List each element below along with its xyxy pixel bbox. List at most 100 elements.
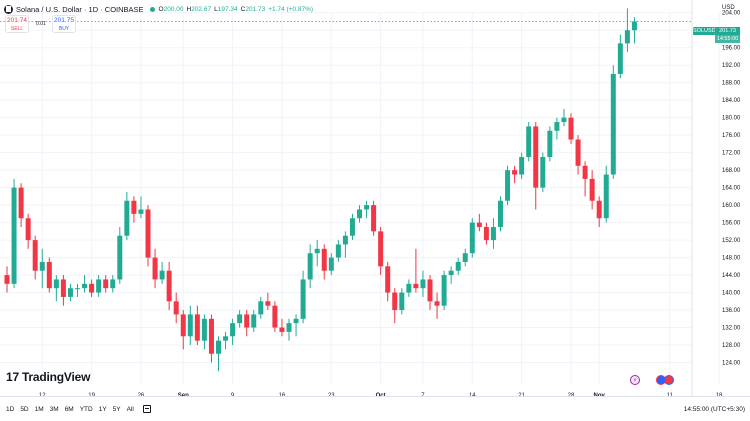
high-value: 202.67 (191, 5, 212, 13)
candle-body (272, 305, 278, 328)
candle-body (18, 187, 24, 219)
last-price-badge: SOLUSD 201.73 14:55:00 (693, 27, 747, 43)
candle-body (554, 122, 560, 131)
range-3m[interactable]: 3M (49, 406, 59, 413)
candle-body (25, 218, 31, 241)
candle-body (166, 270, 172, 302)
range-1d[interactable]: 1D (6, 406, 15, 413)
candle-body (434, 301, 440, 306)
buy-button[interactable]: 201.75 BUY (52, 15, 76, 33)
tradingview-watermark[interactable]: 17 TradingView (6, 370, 90, 384)
high-label: H (186, 5, 192, 13)
candle-body (124, 200, 130, 236)
candle-body (110, 279, 116, 289)
candle-body (216, 340, 221, 354)
candle-body (441, 275, 447, 306)
candle-body (448, 270, 454, 276)
y-tick-label: 148.00 (722, 256, 741, 262)
y-tick-label: 140.00 (722, 291, 741, 297)
symbol-legend[interactable]: Solana / U.S. Dollar · 1D · COINBASE O20… (4, 3, 313, 15)
lightning-event-icon[interactable]: ⚡ (630, 375, 640, 385)
range-all[interactable]: All (126, 406, 134, 413)
currency-label[interactable]: USD (722, 5, 735, 11)
candle-body (617, 43, 623, 74)
last-price: 201.73 (715, 27, 740, 35)
candle-body (286, 323, 292, 332)
x-tick-label: 7 (421, 393, 425, 396)
candle-body (582, 165, 588, 179)
candle-body (533, 126, 539, 188)
calendar-icon[interactable] (143, 405, 151, 413)
candle-body (103, 279, 109, 289)
candle-body (89, 283, 95, 293)
y-tick-label: 180.00 (722, 116, 741, 122)
candle-body (46, 261, 52, 289)
candle-body (420, 279, 426, 289)
timezone-clock[interactable]: 14:55:00 (UTC+5:30) (683, 406, 745, 413)
x-tick-label: Nov (594, 393, 606, 396)
sell-label: SELL (10, 26, 24, 32)
price-chart[interactable]: 124.00 128.00 132.00 136.00 140.00 144.00 148.… (0, 0, 750, 396)
candle-body (505, 170, 511, 201)
candle-body (462, 253, 468, 262)
candle-body (610, 73, 616, 175)
sell-price: 201.74 (7, 17, 27, 24)
candle-body (357, 209, 362, 219)
y-tick-label: 168.00 (722, 168, 741, 174)
y-tick-label: 128.00 (722, 343, 741, 349)
low-label: L (214, 5, 218, 13)
candle-body (39, 261, 45, 271)
range-1m[interactable]: 1M (34, 406, 44, 413)
candle-body (561, 117, 567, 123)
candle-body (335, 244, 341, 258)
candle-body (342, 235, 348, 245)
candle-body (4, 275, 10, 284)
y-tick-label: 160.00 (722, 203, 741, 209)
x-tick-label: 18 (716, 393, 723, 396)
x-tick-label: 14 (469, 393, 476, 396)
candle-body (67, 288, 73, 297)
open-value: 200.00 (163, 5, 184, 13)
candle-body (413, 283, 419, 289)
us-flag-event-icon-2[interactable] (664, 375, 674, 385)
candle-body (230, 323, 236, 337)
symbol-badge: SOLUSD (693, 27, 716, 35)
candle-body (96, 279, 102, 293)
candle-body (244, 314, 250, 328)
candle-body (392, 292, 398, 311)
change-value: +1.74 (+0.87%) (268, 5, 314, 13)
candle-body (427, 279, 433, 302)
range-5y[interactable]: 5Y (112, 406, 121, 413)
symbol-title[interactable]: Solana / U.S. Dollar · 1D · COINBASE (16, 4, 144, 14)
y-tick-label: 204.00 (722, 11, 741, 17)
candle-body (490, 226, 496, 241)
y-tick-label: 136.00 (722, 308, 741, 314)
candle-body (11, 187, 17, 284)
candle-body (194, 314, 200, 341)
range-6m[interactable]: 6M (64, 406, 74, 413)
market-status-icon[interactable] (149, 6, 155, 12)
low-value: 197.34 (217, 5, 238, 13)
x-tick-label: 11 (667, 393, 674, 396)
y-tick-label: 172.00 (722, 151, 741, 157)
range-ytd[interactable]: YTD (79, 406, 93, 413)
candle-body (349, 218, 355, 236)
candle-body (117, 235, 123, 280)
candle-body (53, 279, 59, 289)
candle-body (483, 226, 489, 241)
x-tick-label: 28 (568, 393, 575, 396)
ohlc-values: O200.00 H202.67 L197.34 C201.73 +1.74 (+… (159, 6, 313, 13)
y-tick-label: 152.00 (722, 238, 741, 244)
candle-body (32, 240, 38, 271)
buy-price: 201.75 (54, 17, 74, 24)
sell-button[interactable]: 201.74 SELL (5, 15, 29, 33)
x-tick-label: 16 (279, 393, 286, 396)
x-tick-label: 9 (231, 393, 235, 396)
candle-body (476, 222, 482, 227)
range-5d[interactable]: 5D (20, 406, 29, 413)
candle-body (399, 292, 405, 311)
close-label: C (240, 5, 246, 13)
range-1y[interactable]: 1Y (98, 406, 107, 413)
y-tick-label: 192.00 (722, 63, 741, 69)
candle-body (328, 257, 334, 271)
